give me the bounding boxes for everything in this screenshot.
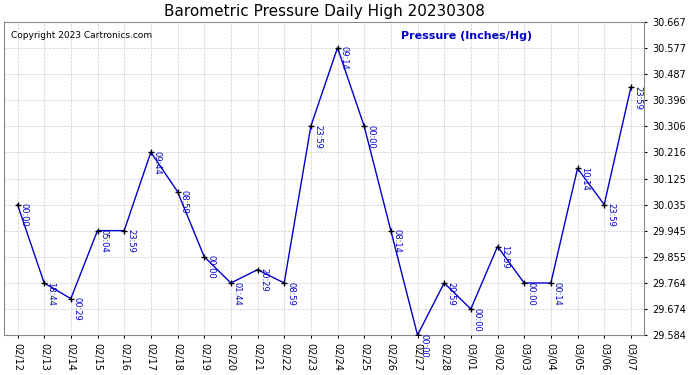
- Text: 18:44: 18:44: [46, 282, 55, 305]
- Text: 20:29: 20:29: [259, 268, 268, 292]
- Text: 23:59: 23:59: [607, 203, 615, 227]
- Text: 23:59: 23:59: [633, 86, 642, 110]
- Text: 00:00: 00:00: [420, 334, 428, 357]
- Text: 23:59: 23:59: [313, 125, 322, 148]
- Text: Copyright 2023 Cartronics.com: Copyright 2023 Cartronics.com: [10, 31, 152, 40]
- Text: 09:44: 09:44: [153, 151, 162, 174]
- Text: 00:14: 00:14: [553, 282, 562, 305]
- Text: 00:00: 00:00: [526, 282, 535, 305]
- Text: 05:04: 05:04: [99, 229, 108, 253]
- Text: 08:59: 08:59: [179, 190, 188, 214]
- Text: 12:59: 12:59: [500, 245, 509, 269]
- Text: 00:00: 00:00: [366, 125, 375, 148]
- Text: 00:00: 00:00: [473, 308, 482, 332]
- Text: 10:14: 10:14: [580, 167, 589, 191]
- Text: 00:29: 00:29: [73, 297, 82, 321]
- Text: 00:00: 00:00: [206, 255, 215, 279]
- Text: 08:14: 08:14: [393, 229, 402, 253]
- Text: Pressure (Inches/Hg): Pressure (Inches/Hg): [401, 31, 532, 41]
- Text: 09:14: 09:14: [339, 46, 348, 70]
- Text: 00:00: 00:00: [19, 203, 28, 227]
- Text: 23:59: 23:59: [126, 229, 135, 253]
- Text: 01:44: 01:44: [233, 282, 242, 305]
- Title: Barometric Pressure Daily High 20230308: Barometric Pressure Daily High 20230308: [164, 4, 484, 19]
- Text: 08:59: 08:59: [286, 282, 295, 305]
- Text: 20:59: 20:59: [446, 282, 455, 305]
